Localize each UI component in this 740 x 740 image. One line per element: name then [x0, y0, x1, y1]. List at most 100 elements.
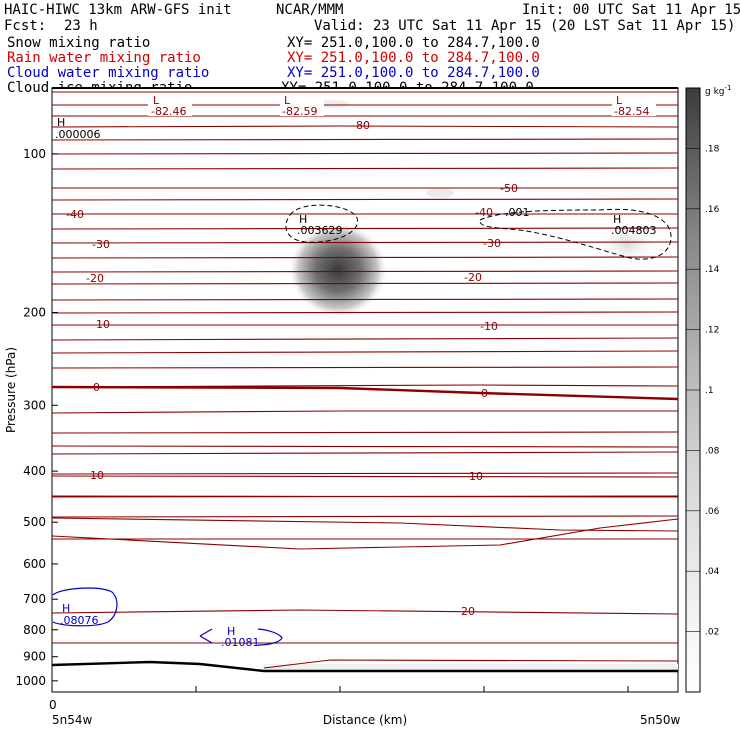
label-bg: [280, 94, 324, 116]
contour-labels: -80 -50 -40 -40 -30 -30 -20 -20 -10 -10 …: [66, 119, 518, 618]
ice-contour-left: [285, 204, 359, 243]
isotherm-line: [51, 366, 679, 369]
max-labels: H .003629 H .004803 .001 H .000006: [55, 116, 657, 237]
isotherm-line: [51, 227, 679, 230]
isotherm-label: -50: [500, 182, 518, 195]
y-tick-label: 900: [23, 650, 46, 664]
colorbar-ticks: .02 .04 .06 .08 .1 .12 .14 .16 .18: [686, 144, 720, 638]
surface-patch: [264, 664, 678, 672]
isotherm-line: [51, 311, 679, 314]
snow-patch: [426, 188, 454, 198]
y-axis: 100 200 300 400 500 600 700 800 900 1000: [15, 147, 58, 688]
high-value: .08076: [60, 614, 99, 627]
x-axis-ticks: [51, 686, 629, 692]
isotherm-label: 0: [481, 387, 488, 400]
isotherm-label: -30: [92, 238, 110, 251]
isotherm-line: [51, 125, 679, 128]
isotherm-label: -80: [352, 119, 370, 132]
y-tick-label: 800: [23, 623, 46, 637]
y-tick-label: 500: [23, 515, 46, 529]
isotherm-label: -20: [86, 272, 104, 285]
isotherm-line: [51, 431, 679, 434]
isotherm-label: -40: [475, 206, 493, 219]
colorbar-tick-label: .12: [705, 326, 719, 336]
y-tick-label: 200: [23, 305, 46, 319]
field-rain-xy: XY= 251.0,100.0 to 284.7,100.0: [287, 50, 540, 66]
isotherm-line: [51, 270, 679, 273]
isotherm-label: -20: [464, 271, 482, 284]
isotherm-line: [51, 515, 679, 518]
temperature-contours: [51, 91, 679, 669]
isotherm-label: 20: [461, 605, 475, 618]
isotherm-line: [51, 472, 679, 475]
high-marker: H: [613, 213, 621, 226]
isotherm-label: 0: [93, 381, 100, 394]
isotherm-line: [51, 337, 679, 341]
valid-time: Valid: 23 UTC Sat 11 Apr 15 (20 LST Sat …: [314, 18, 736, 34]
isotherm-line: [51, 198, 679, 201]
low-value: -82.54: [614, 105, 649, 118]
cloud-ice-core-left: [288, 222, 388, 318]
min-labels: L -82.46 L -82.59 L -82.54: [148, 94, 656, 118]
surface-line: [51, 660, 678, 673]
low-value: -82.46: [151, 105, 186, 118]
low-marker: L: [153, 94, 160, 107]
isotherm-label: 10: [90, 469, 104, 482]
colorbar-tick-label: .14: [705, 265, 720, 275]
isotherm-line: [51, 298, 679, 301]
cloud-water-labels: H .08076 H .01081: [60, 602, 260, 649]
colorbar-tick-label: .06: [705, 507, 720, 517]
isotherm-line: [51, 475, 679, 478]
high-value: .003629: [297, 224, 343, 237]
x-axis-title: Distance (km): [323, 713, 407, 727]
y-tick-label: 600: [23, 557, 46, 571]
colorbar-tick-label: .1: [705, 386, 714, 396]
isotherm-line: [51, 167, 679, 170]
isotherm-line: [51, 445, 679, 448]
y-tick-label: 700: [23, 592, 46, 606]
label-bg: [612, 94, 656, 116]
colorbar-tick-label: .02: [705, 628, 719, 638]
field-rain-name: Rain water mixing ratio: [7, 50, 201, 66]
colorbar-unit: g kg-1: [705, 84, 731, 97]
isotherm-line: [51, 138, 679, 141]
y-tick-label: 300: [23, 398, 46, 412]
isotherm-label: -40: [66, 208, 84, 221]
ice-contour-label: .001: [505, 206, 530, 219]
field-cloudwater-name: Cloud water mixing ratio: [7, 65, 210, 81]
isotherm-label: -10: [92, 318, 110, 331]
init-time: Init: 00 UTC Sat 11 Apr 15: [522, 2, 740, 18]
high-marker: H: [62, 602, 70, 615]
top-left-high-value: .000006: [55, 128, 101, 141]
colorbar-tick-label: .18: [705, 144, 720, 154]
y-tick-label: 100: [23, 147, 46, 161]
isotherm-line: [51, 282, 679, 285]
isotherm-line isotherm-zero: [51, 385, 679, 401]
y-tick-label: 1000: [15, 674, 46, 688]
label-bg: [148, 94, 192, 116]
isotherm-line: [51, 410, 678, 414]
x-right-label: 5n50w: [640, 713, 681, 727]
isotherm-label: -30: [483, 237, 501, 250]
low-value: -82.59: [282, 105, 317, 118]
colorbar-tick-label: .16: [705, 205, 720, 215]
cloud-water-contour-mid: [199, 628, 283, 646]
colorbar-tick-label: .08: [705, 446, 720, 456]
low-marker: L: [616, 94, 623, 107]
field-snow-xy: XY= 251.0,100.0 to 284.7,100.0: [287, 35, 540, 51]
high-marker: H: [227, 625, 235, 638]
y-axis-title: Pressure (hPa): [4, 347, 18, 433]
high-value: .01081: [221, 636, 260, 649]
isotherm-line: [51, 152, 679, 155]
colorbar-tick-label: .04: [705, 567, 720, 577]
isotherm-line: [51, 495, 679, 498]
isotherm-line: [51, 451, 679, 455]
x-left-label: 5n54w: [52, 713, 93, 727]
field-cloudwater-xy: XY= 251.0,100.0 to 284.7,100.0: [287, 65, 540, 81]
chart-source: NCAR/MMM: [276, 2, 344, 18]
high-marker: H: [299, 213, 307, 226]
isotherm-line: [51, 350, 679, 354]
isotherm-line: [51, 256, 679, 259]
isotherm-line: [263, 659, 679, 669]
forecast-label: Fcst:: [4, 18, 47, 34]
